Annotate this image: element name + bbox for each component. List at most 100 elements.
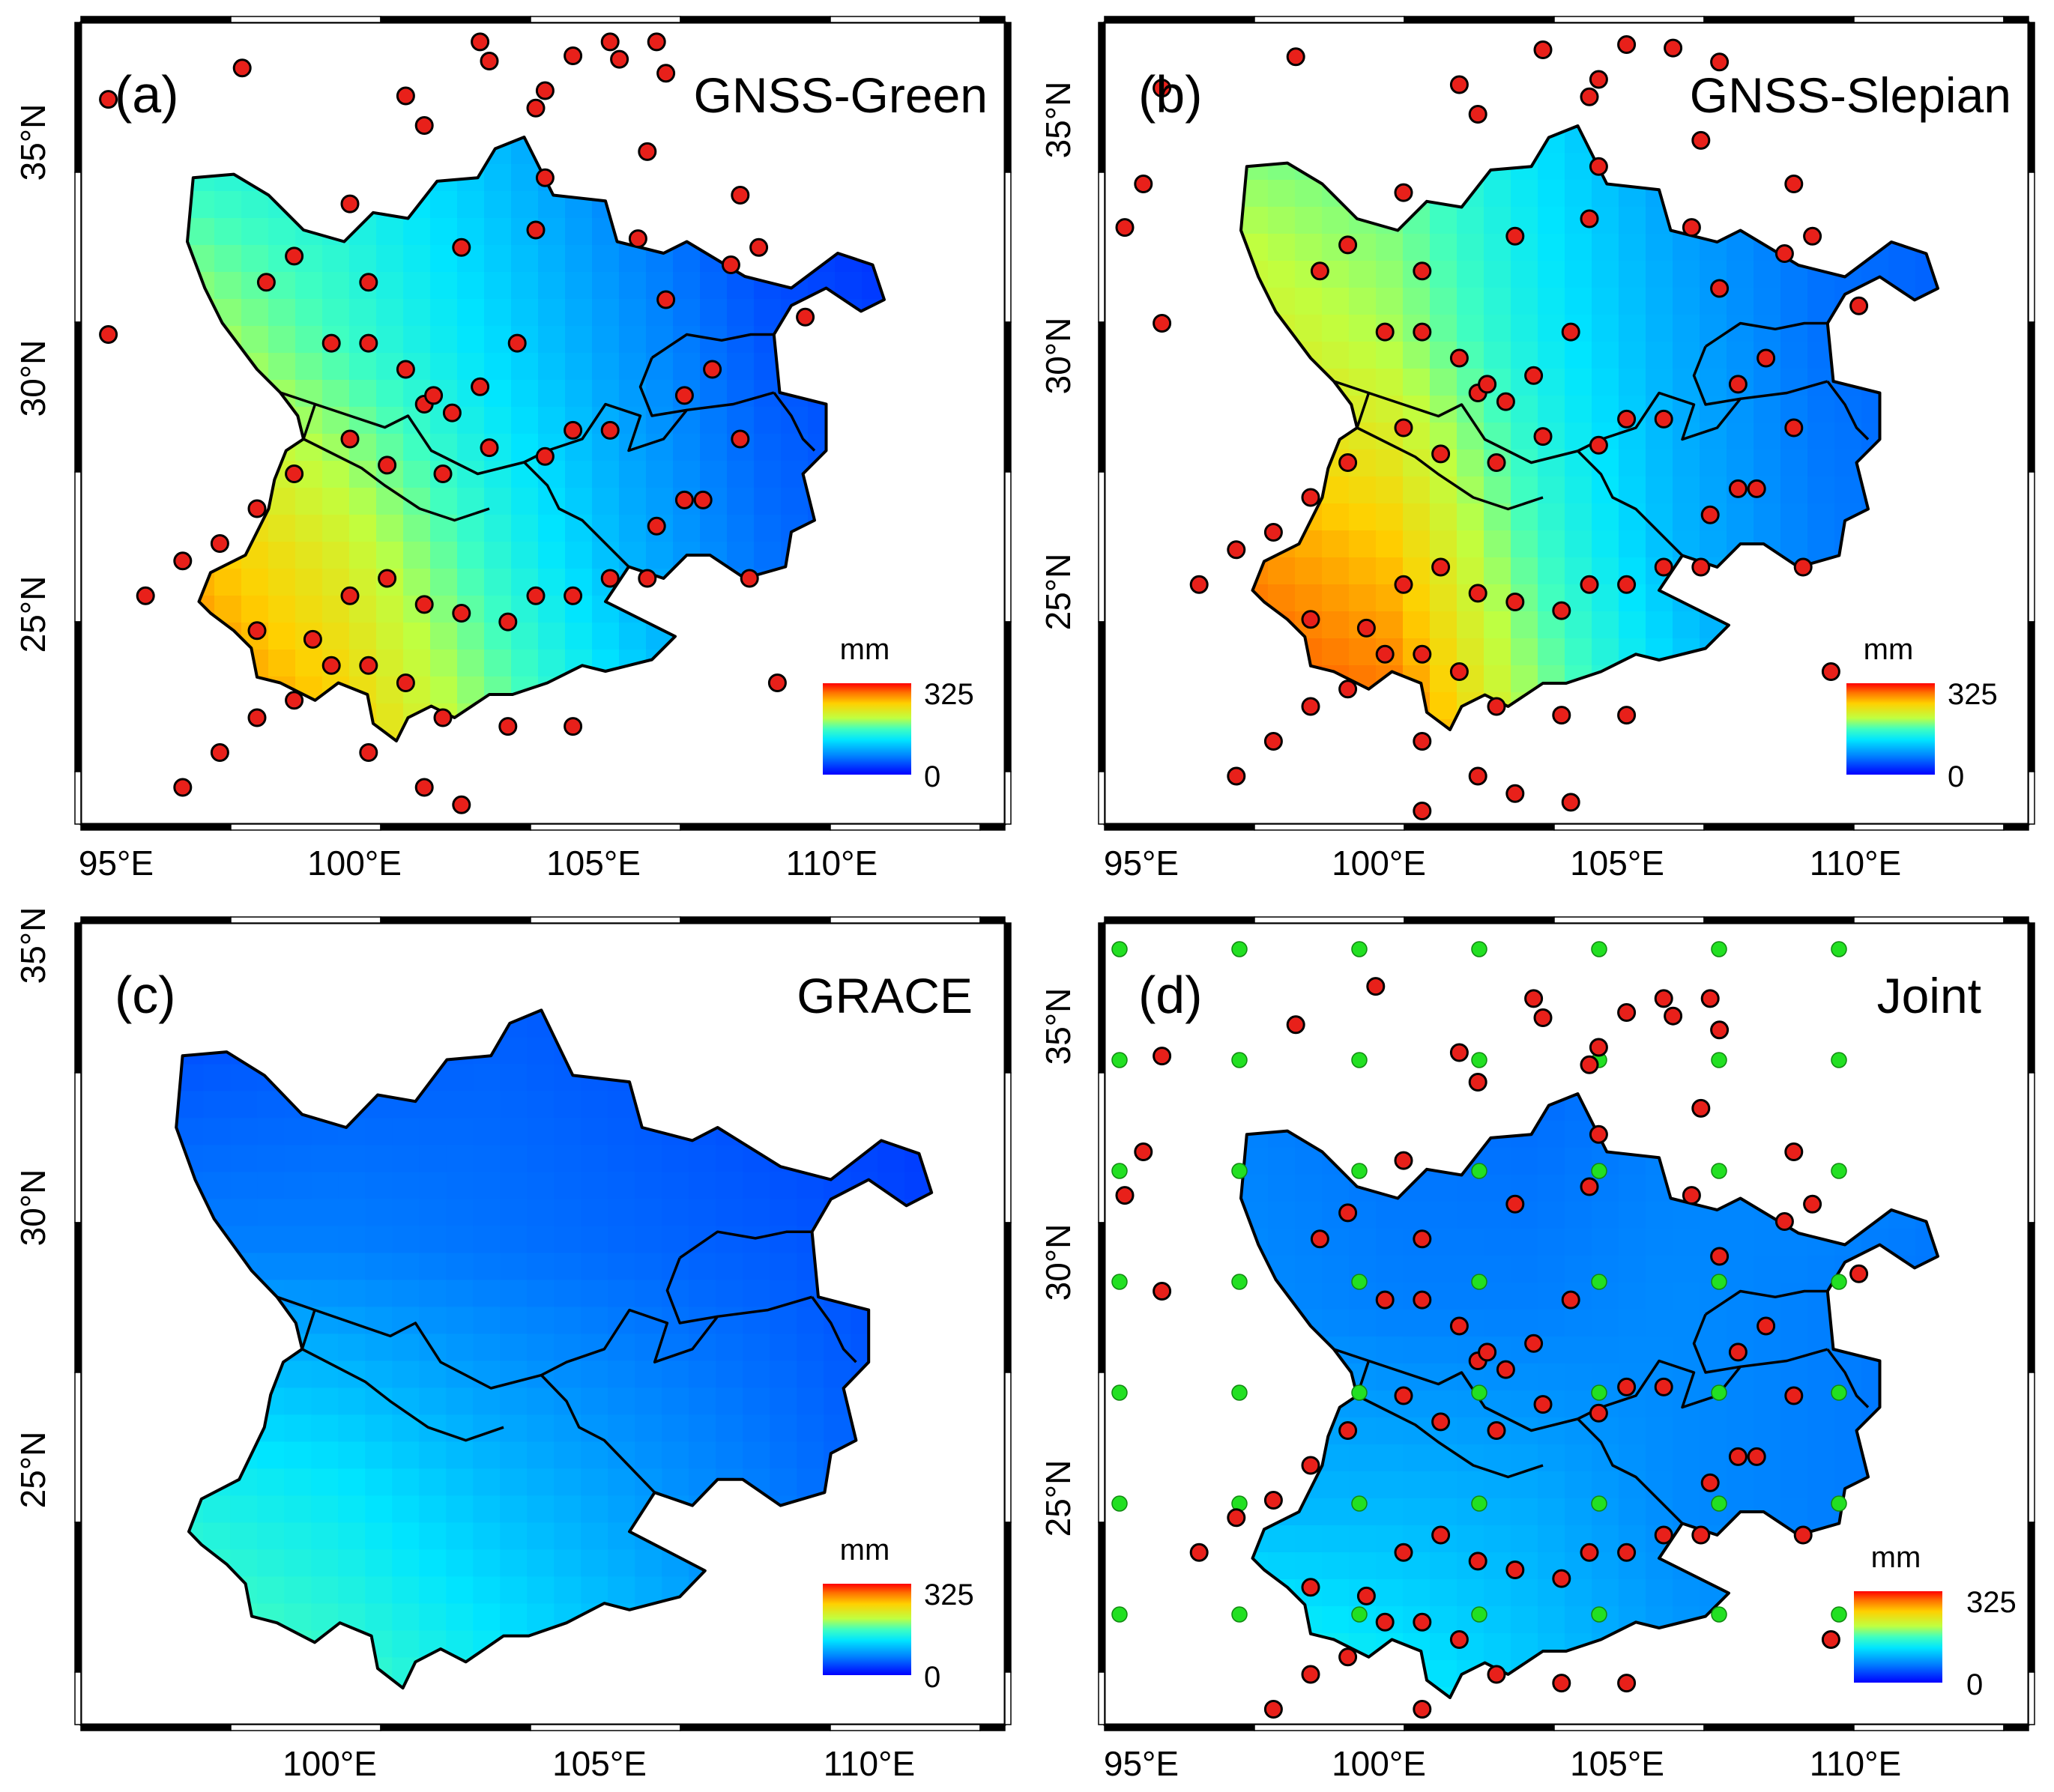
field-cell xyxy=(1322,288,1350,315)
field-cell xyxy=(1700,423,1727,450)
field-cell xyxy=(1592,1229,1619,1256)
field-cell xyxy=(608,1387,636,1416)
field-cell xyxy=(1592,1579,1619,1607)
panel-title: GNSS-Green xyxy=(694,67,988,123)
field-cell xyxy=(484,245,512,273)
field-cell xyxy=(1592,315,1619,342)
field-cell xyxy=(1484,1175,1511,1202)
gnss-station xyxy=(1375,644,1395,664)
field-cell xyxy=(608,1468,636,1497)
panel-d: (d) Joint mm 325 0 xyxy=(1098,916,2035,1731)
grid-point xyxy=(1711,1274,1727,1290)
field-cell xyxy=(1322,315,1350,342)
field-cell xyxy=(403,434,431,461)
field-cell xyxy=(727,488,755,515)
tick-bar xyxy=(230,916,381,924)
gnss-station xyxy=(1468,105,1487,124)
field-cell xyxy=(392,1468,420,1497)
lat-label: 30°N xyxy=(1039,1224,1078,1301)
field-cell xyxy=(770,1253,798,1281)
field-cell xyxy=(241,569,269,596)
field-cell xyxy=(457,650,485,677)
field-cell xyxy=(1376,1229,1404,1256)
tick-bar xyxy=(830,823,981,831)
panel-c-lon-labels: 100°E 105°E 110°E xyxy=(283,1744,915,1783)
field-cell xyxy=(1727,503,1754,531)
gnss-station xyxy=(396,360,415,379)
field-cell xyxy=(527,1495,555,1524)
field-cell xyxy=(1511,315,1538,342)
field-cell xyxy=(592,272,620,300)
field-cell xyxy=(1322,1310,1350,1337)
field-cell xyxy=(581,1118,609,1146)
tick-bar xyxy=(530,823,681,831)
gnss-station xyxy=(247,499,267,518)
field-cell xyxy=(392,1172,420,1200)
field-cell xyxy=(554,1576,582,1605)
panel-b-lat-labels: 35°N 30°N 25°N xyxy=(1039,82,1078,631)
field-cell xyxy=(1295,180,1323,208)
field-cell xyxy=(1538,557,1565,585)
field-cell xyxy=(527,1226,555,1254)
gnss-station xyxy=(1413,1290,1432,1310)
tick-bar xyxy=(979,1724,1006,1731)
panel-label: (d) xyxy=(1138,966,1203,1024)
tick-bar xyxy=(1703,916,1855,924)
gnss-station xyxy=(1431,1412,1451,1432)
field-cell xyxy=(1376,1256,1404,1283)
panel-title: GRACE xyxy=(797,968,973,1023)
field-cell xyxy=(500,1334,528,1362)
field-cell xyxy=(392,1576,420,1605)
tick-bar xyxy=(1553,916,1705,924)
field-cell xyxy=(230,1118,259,1146)
field-cell xyxy=(446,1064,474,1092)
field-cell xyxy=(338,1199,366,1227)
field-cell xyxy=(565,542,593,569)
field-cell xyxy=(619,272,647,300)
field-cell xyxy=(1700,1310,1727,1337)
field-cell xyxy=(554,1145,582,1173)
field-cell xyxy=(1403,342,1431,369)
field-cell xyxy=(203,1522,232,1551)
tick-bar xyxy=(1098,621,1105,772)
field-cell xyxy=(446,1387,474,1416)
field-cell xyxy=(1727,261,1754,288)
field-cell xyxy=(700,407,728,435)
panel-b-lon-labels: 95°E 100°E 105°E 110°E xyxy=(1104,844,1901,883)
field-cell xyxy=(743,1334,771,1362)
field-cell xyxy=(257,1549,286,1578)
field-cell xyxy=(311,1549,339,1578)
field-cell xyxy=(1430,1660,1458,1688)
field-cell xyxy=(1376,476,1404,504)
tick-bar xyxy=(1553,16,1705,23)
gnss-station xyxy=(1654,989,1673,1008)
field-cell xyxy=(662,1280,690,1308)
gnss-station xyxy=(1478,375,1497,394)
field-cell xyxy=(662,1145,690,1173)
field-cell xyxy=(1673,1498,1700,1526)
field-cell xyxy=(754,299,782,327)
tick-bar xyxy=(2003,16,2029,23)
field-cell xyxy=(376,272,404,300)
field-cell xyxy=(284,1172,312,1200)
field-cell xyxy=(1538,1283,1565,1310)
grid-point xyxy=(1591,1274,1607,1290)
field-cell xyxy=(1511,503,1538,531)
field-cell xyxy=(635,1576,663,1605)
panel-label: (a) xyxy=(115,65,179,124)
field-cell xyxy=(554,1118,582,1146)
gnss-station xyxy=(1561,1290,1580,1310)
gnss-station xyxy=(564,717,583,736)
field-cell xyxy=(473,1307,501,1335)
field-cell xyxy=(581,1549,609,1578)
field-cell xyxy=(1403,530,1431,558)
gnss-station xyxy=(99,90,118,109)
field-cell xyxy=(473,1549,501,1578)
field-cell xyxy=(284,1199,312,1227)
gnss-station xyxy=(1413,322,1432,342)
field-cell xyxy=(338,1387,366,1416)
field-cell xyxy=(1376,1471,1404,1499)
field-cell xyxy=(1673,1229,1700,1256)
field-cell xyxy=(635,1145,663,1173)
tick-bar xyxy=(680,823,831,831)
